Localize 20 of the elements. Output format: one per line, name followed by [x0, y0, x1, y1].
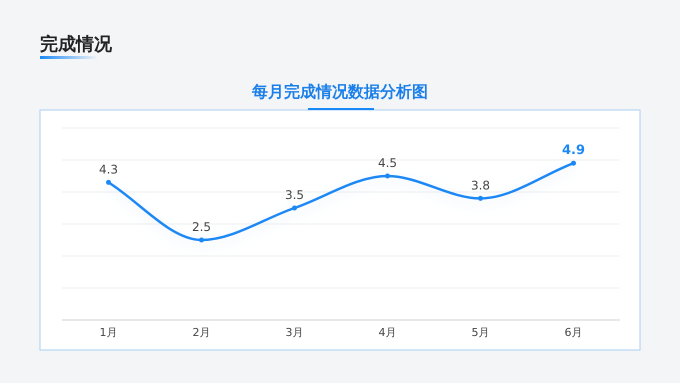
x-tick-label: 3月: [286, 326, 304, 339]
point: [385, 174, 390, 178]
data-label: 2.5: [192, 220, 212, 234]
data-label: 4.9: [562, 143, 586, 158]
point: [292, 206, 297, 210]
data-label: 4.5: [378, 156, 398, 170]
x-tick-label: 6月: [564, 326, 582, 339]
data-label: 4.3: [98, 162, 118, 176]
data-label: 3.5: [284, 188, 304, 202]
x-tick-label: 1月: [100, 326, 118, 339]
chart-subtitle: 每月完成情况数据分析图: [251, 82, 428, 101]
point: [199, 238, 204, 242]
chart-title: 完成情况: [40, 34, 113, 55]
point: [478, 196, 483, 201]
x-tick-label: 5月: [472, 326, 490, 339]
point: [571, 160, 576, 166]
point: [106, 180, 111, 185]
x-tick-label: 4月: [378, 326, 396, 339]
x-tick-label: 2月: [192, 326, 210, 339]
data-label: 3.8: [470, 178, 490, 192]
